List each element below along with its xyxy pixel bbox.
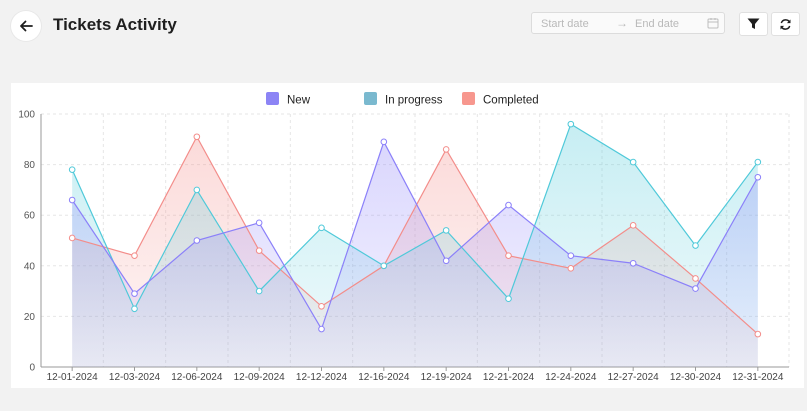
data-point-in-progress — [442, 227, 450, 234]
x-tick-label: 12-16-2024 — [358, 372, 410, 383]
x-tick-label: 12-06-2024 — [171, 372, 223, 383]
series-line-new — [71, 140, 759, 331]
data-point-in-progress — [255, 287, 263, 295]
tickets-chart-card: 0 20 40 60 80 100 12-01-2024 12-03-2024 12-06-20… — [11, 83, 804, 388]
x-tick-label: 12-30-2024 — [670, 372, 722, 383]
data-point-completed — [318, 302, 325, 310]
legend-label-in-progress: In progress — [385, 95, 443, 107]
data-point-in-progress — [754, 158, 762, 166]
data-point-completed — [255, 247, 263, 254]
x-tick-label: 12-19-2024 — [421, 372, 473, 383]
data-point-completed — [692, 275, 699, 282]
series-line-completed — [72, 135, 759, 335]
data-point-new — [318, 325, 325, 333]
data-point-new — [131, 290, 138, 297]
calendar-icon[interactable] — [707, 17, 719, 29]
legend-swatch-completed — [462, 92, 475, 105]
start-date-placeholder[interactable]: Start date — [541, 18, 589, 30]
y-tick-label: 0 — [29, 363, 35, 374]
y-tick-label: 80 — [24, 160, 36, 171]
legend-label-completed: Completed — [483, 95, 539, 107]
data-point-completed — [505, 252, 512, 259]
legend-label-new: New — [287, 95, 311, 107]
y-tick-label: 40 — [24, 261, 36, 272]
data-point-in-progress — [318, 224, 325, 232]
series-line-in-progress — [71, 123, 759, 311]
back-button[interactable] — [11, 11, 41, 41]
series-area-new — [72, 141, 758, 367]
data-point-in-progress — [193, 186, 201, 194]
filter-button[interactable] — [739, 12, 768, 36]
legend-swatch-in-progress — [364, 92, 377, 105]
filter-icon — [747, 18, 760, 29]
data-point-new — [754, 173, 762, 181]
tickets-activity-chart: 0 20 40 60 80 100 12-01-2024 12-03-2024 12-06-20… — [18, 92, 790, 383]
x-tick-label: 12-03-2024 — [109, 372, 161, 383]
end-date-placeholder[interactable]: End date — [635, 18, 680, 30]
legend-swatch-new — [266, 92, 279, 105]
x-tick-label: 12-01-2024 — [47, 372, 99, 383]
data-point-new — [442, 257, 450, 265]
data-point-completed — [567, 265, 575, 272]
data-point-new — [629, 259, 637, 267]
page-title: Tickets Activity — [53, 15, 177, 34]
date-range-picker[interactable]: Start date → End date — [531, 12, 725, 34]
data-point-completed — [193, 133, 201, 141]
data-point-in-progress — [505, 295, 512, 302]
data-point-in-progress — [380, 262, 388, 270]
data-point-in-progress — [692, 242, 699, 249]
data-point-new — [193, 237, 201, 244]
x-tick-label: 12-27-2024 — [608, 372, 660, 383]
data-point-new — [68, 196, 76, 204]
y-tick-label: 100 — [18, 110, 35, 121]
x-tick-label: 12-31-2024 — [732, 372, 784, 383]
data-point-new — [380, 138, 388, 146]
x-tick-label: 12-12-2024 — [296, 372, 348, 383]
data-point-new — [692, 285, 699, 292]
data-point-completed — [442, 146, 450, 153]
range-arrow-icon: → — [616, 16, 628, 30]
y-tick-label: 60 — [24, 211, 36, 222]
x-tick-label: 12-24-2024 — [545, 372, 597, 383]
y-tick-label: 20 — [24, 312, 36, 323]
data-point-completed — [754, 330, 762, 338]
data-point-completed — [131, 252, 138, 259]
data-point-completed — [68, 234, 76, 242]
data-point-completed — [629, 222, 637, 229]
x-tick-label: 12-09-2024 — [234, 372, 286, 383]
refresh-button[interactable] — [771, 12, 800, 36]
data-point-in-progress — [131, 305, 138, 313]
data-point-new — [505, 201, 512, 209]
data-point-in-progress — [567, 120, 575, 128]
data-point-new — [567, 252, 575, 259]
arrow-left-icon — [20, 20, 33, 32]
data-point-in-progress — [68, 166, 76, 173]
data-point-in-progress — [629, 158, 637, 166]
refresh-icon — [780, 18, 791, 30]
x-tick-label: 12-21-2024 — [483, 372, 535, 383]
data-point-new — [255, 219, 263, 227]
